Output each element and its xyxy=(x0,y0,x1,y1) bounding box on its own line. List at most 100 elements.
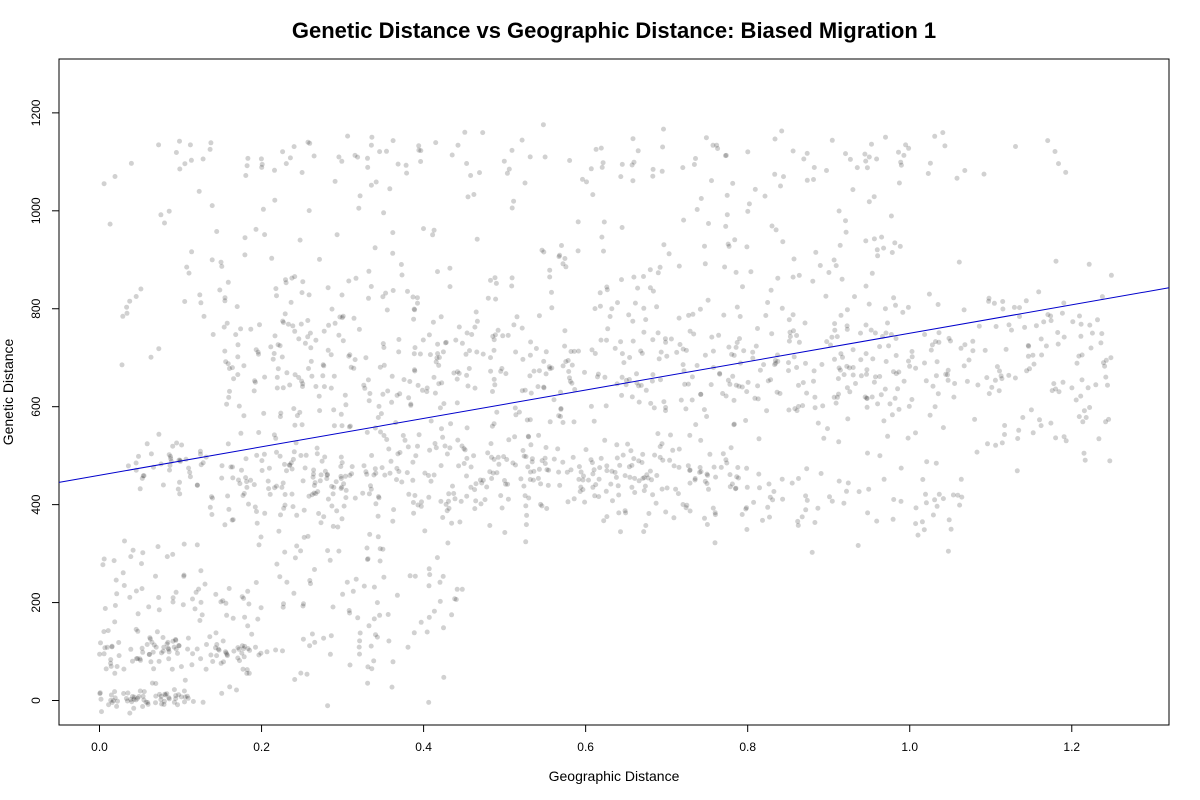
scatter-point xyxy=(765,378,771,384)
scatter-point xyxy=(480,130,486,136)
scatter-point xyxy=(712,510,718,516)
scatter-point xyxy=(604,468,610,474)
scatter-point xyxy=(590,484,596,490)
scatter-point xyxy=(1080,419,1086,425)
scatter-point xyxy=(523,539,529,545)
scatter-point xyxy=(222,348,228,354)
scatter-point xyxy=(487,469,493,475)
scatter-point xyxy=(945,377,951,383)
scatter-point xyxy=(538,481,544,487)
scatter-point xyxy=(705,297,711,303)
scatter-point xyxy=(113,577,119,583)
scatter-point xyxy=(786,338,792,344)
scatter-point xyxy=(945,372,950,378)
scatter-point xyxy=(777,391,783,396)
scatter-point xyxy=(299,422,305,428)
scatter-point xyxy=(1101,360,1106,366)
scatter-point xyxy=(197,618,203,623)
scatter-point xyxy=(300,603,306,609)
scatter-point xyxy=(108,697,114,703)
scatter-point xyxy=(447,265,453,271)
scatter-point xyxy=(485,295,491,301)
scatter-point xyxy=(439,426,444,432)
scatter-point xyxy=(898,159,904,165)
scatter-point xyxy=(365,155,370,161)
x-tick-label: 0.2 xyxy=(253,740,270,754)
scatter-point xyxy=(956,259,962,265)
scatter-point xyxy=(1013,144,1018,149)
scatter-point xyxy=(558,389,563,395)
scatter-point xyxy=(464,493,470,499)
scatter-point xyxy=(796,339,802,345)
scatter-point xyxy=(342,392,348,398)
scatter-point xyxy=(317,256,322,262)
scatter-point xyxy=(367,531,373,537)
scatter-point xyxy=(826,270,832,275)
scatter-point xyxy=(244,479,250,485)
scatter-point xyxy=(194,482,200,488)
scatter-point xyxy=(318,472,324,478)
scatter-point xyxy=(236,403,242,409)
scatter-point xyxy=(235,372,241,378)
scatter-point xyxy=(296,375,302,380)
scatter-point xyxy=(98,696,104,702)
scatter-point xyxy=(165,645,171,651)
scatter-point xyxy=(712,540,718,546)
scatter-point xyxy=(381,574,387,580)
scatter-point xyxy=(128,160,134,166)
scatter-point xyxy=(214,229,220,234)
scatter-point xyxy=(706,221,711,226)
scatter-point xyxy=(817,263,823,268)
scatter-point xyxy=(765,300,771,305)
scatter-point xyxy=(426,614,432,620)
scatter-point xyxy=(406,491,412,497)
scatter-point xyxy=(444,451,450,457)
scatter-point xyxy=(432,390,438,396)
scatter-point xyxy=(896,149,901,155)
scatter-point xyxy=(584,179,589,185)
scatter-point xyxy=(721,312,727,318)
scatter-point xyxy=(836,439,842,445)
scatter-point xyxy=(616,492,622,498)
scatter-point xyxy=(387,186,393,192)
scatter-point xyxy=(156,595,162,600)
scatter-point xyxy=(660,457,666,463)
scatter-point xyxy=(580,477,586,483)
scatter-point xyxy=(97,651,103,657)
scatter-point xyxy=(390,230,396,236)
scatter-point xyxy=(835,376,841,382)
scatter-point xyxy=(437,405,443,411)
scatter-point xyxy=(490,470,496,476)
scatter-point xyxy=(388,458,394,464)
scatter-point xyxy=(962,168,968,173)
scatter-point xyxy=(837,242,843,248)
scatter-point xyxy=(286,462,292,468)
scatter-point xyxy=(630,338,636,344)
scatter-point xyxy=(451,491,457,496)
scatter-point xyxy=(180,602,186,608)
scatter-point xyxy=(571,419,577,425)
scatter-point xyxy=(564,469,570,475)
scatter-point xyxy=(1025,343,1031,348)
scatter-point xyxy=(962,342,968,348)
scatter-point xyxy=(966,357,972,363)
scatter-point xyxy=(374,634,380,640)
scatter-point xyxy=(986,391,992,397)
scatter-point xyxy=(778,183,783,189)
scatter-point xyxy=(744,244,750,250)
scatter-point xyxy=(101,629,107,635)
scatter-point xyxy=(639,460,645,465)
scatter-point xyxy=(612,469,618,475)
scatter-point xyxy=(681,368,687,374)
scatter-point xyxy=(1073,397,1079,403)
scatter-point xyxy=(527,417,533,423)
scatter-point xyxy=(239,467,244,473)
scatter-point xyxy=(176,643,182,649)
scatter-point xyxy=(602,374,608,380)
scatter-point xyxy=(730,180,736,186)
scatter-point xyxy=(527,154,533,160)
scatter-point xyxy=(889,412,895,418)
scatter-point xyxy=(248,326,254,332)
scatter-point xyxy=(1016,427,1022,433)
scatter-point xyxy=(641,329,647,335)
